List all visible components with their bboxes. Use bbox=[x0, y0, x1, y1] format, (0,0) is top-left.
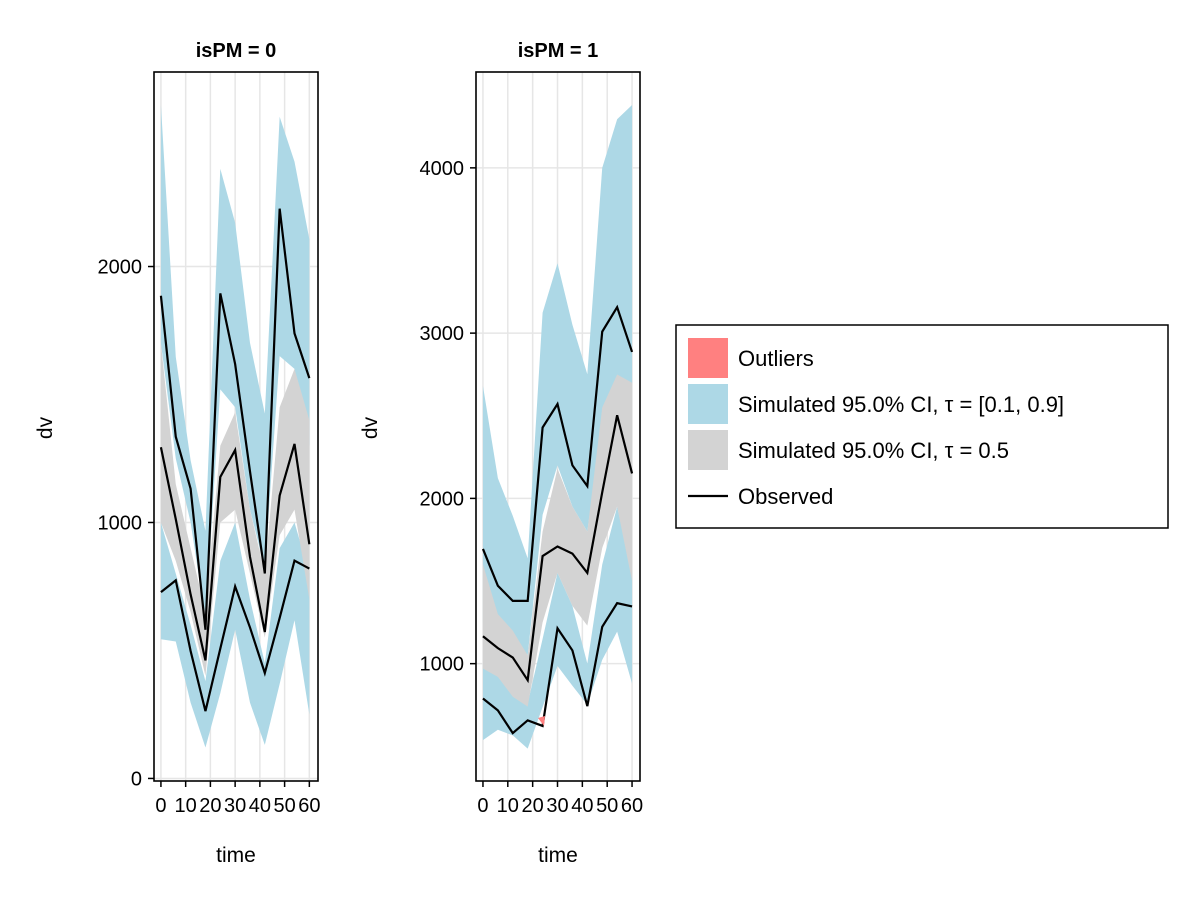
y-tick-label: 1000 bbox=[98, 512, 143, 534]
y-axis-label: dv bbox=[359, 416, 382, 439]
x-tick-label: 40 bbox=[249, 795, 271, 817]
legend-label: Simulated 95.0% CI, τ = 0.5 bbox=[738, 438, 1009, 463]
x-tick-label: 50 bbox=[273, 795, 295, 817]
panel-title: isPM = 1 bbox=[518, 40, 599, 62]
x-tick-label: 50 bbox=[596, 795, 618, 817]
ci-band-q10 bbox=[160, 522, 310, 748]
y-tick-label: 2000 bbox=[420, 488, 465, 510]
outlier-mark bbox=[538, 716, 545, 726]
observed-q10-line bbox=[160, 558, 310, 712]
panel-title: isPM = 0 bbox=[196, 40, 277, 62]
x-tick-label: 20 bbox=[199, 795, 221, 817]
x-tick-label: 10 bbox=[497, 795, 519, 817]
legend-label: Simulated 95.0% CI, τ = [0.1, 0.9] bbox=[738, 392, 1064, 417]
observed-q50-line bbox=[482, 414, 634, 684]
y-tick-label: 1000 bbox=[420, 654, 465, 676]
panel-1: 0 10 20 30 40 50 60 1000 2000 3000 4000 isPM = 1 tim… bbox=[359, 40, 643, 867]
ci-band-q50 bbox=[160, 343, 310, 677]
legend: Outliers Simulated 95.0% CI, τ = [0.1, 0.… bbox=[675, 324, 1169, 529]
x-axis-label: time bbox=[216, 844, 256, 867]
x-tick-label: 0 bbox=[477, 795, 488, 817]
observed-q50-line bbox=[159, 443, 311, 661]
x-tick-label: 0 bbox=[155, 795, 166, 817]
legend-label: Outliers bbox=[738, 346, 814, 371]
panel-0: 0 10 20 30 40 50 60 0 1000 2000 isPM = 0 time dv bbox=[34, 40, 320, 867]
ci-band-q90 bbox=[482, 105, 633, 656]
y-tick-label: 2000 bbox=[98, 257, 143, 279]
legend-swatch-ci_median bbox=[688, 430, 728, 470]
observed-q90-line bbox=[159, 208, 311, 630]
axes-frame bbox=[153, 71, 319, 782]
legend-label: Observed bbox=[738, 484, 833, 509]
x-tick-label: 20 bbox=[522, 795, 544, 817]
x-tick-label: 30 bbox=[546, 795, 568, 817]
legend-swatch-outliers bbox=[688, 338, 728, 378]
y-tick-label: 0 bbox=[131, 768, 142, 790]
y-axis-label: dv bbox=[34, 416, 57, 439]
ci-band-q50 bbox=[482, 374, 633, 707]
y-tick-label: 4000 bbox=[420, 158, 465, 180]
x-tick-label: 10 bbox=[175, 795, 197, 817]
x-tick-label: 60 bbox=[621, 795, 643, 817]
legend-swatch-ci_outer bbox=[688, 384, 728, 424]
y-tick-label: 3000 bbox=[420, 323, 465, 345]
legend-frame bbox=[675, 324, 1169, 529]
x-axis-label: time bbox=[538, 844, 578, 867]
x-tick-label: 40 bbox=[571, 795, 593, 817]
observed-q90-line bbox=[481, 304, 634, 602]
observed-q10-line bbox=[482, 601, 633, 735]
x-tick-label: 60 bbox=[298, 795, 320, 817]
x-tick-label: 30 bbox=[224, 795, 246, 817]
